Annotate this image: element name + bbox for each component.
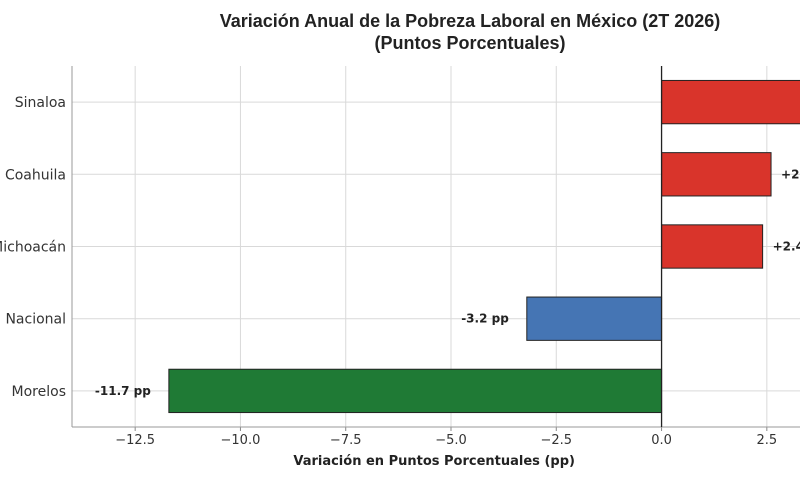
category-label: Michoacán	[0, 240, 66, 256]
bar-morelos	[168, 368, 663, 414]
data-label: +2.6 pp	[781, 167, 800, 181]
axes: −12.5 −10.0 −7.5 −5.0 −2.5 0.0 2.5 Sinaloa Coahu…	[0, 66, 800, 448]
x-tick-label: 0.0	[651, 433, 672, 448]
data-labels: +3.7 pp+2.6 pp+2.4 pp-3.2 pp-11.7 pp	[95, 167, 800, 398]
bar-nacional	[526, 296, 663, 341]
chart-title-line1: Variación Anual de la Pobreza Laboral en…	[219, 11, 721, 31]
x-tick-label: −12.5	[115, 433, 155, 448]
category-label: Morelos	[12, 384, 66, 400]
data-label: -3.2 pp	[461, 312, 509, 326]
x-tick-label: −7.5	[330, 433, 362, 448]
chart-title-line2: (Puntos Porcentuales)	[374, 33, 566, 53]
x-tick-label: −2.5	[540, 433, 572, 448]
bars	[168, 79, 800, 414]
bar-michoacán	[661, 224, 764, 269]
data-label: +2.4 pp	[773, 240, 800, 254]
category-label: Coahuila	[5, 167, 66, 183]
x-tick-label: −10.0	[221, 433, 261, 448]
category-label: Sinaloa	[15, 95, 66, 111]
x-axis-title: Variación en Puntos Porcentuales (pp)	[293, 454, 575, 469]
data-label: -11.7 pp	[95, 384, 151, 398]
bar-sinaloa	[661, 79, 800, 125]
x-tick-label: −5.0	[435, 433, 467, 448]
category-label: Nacional	[5, 312, 66, 328]
bar-coahuila	[661, 152, 772, 197]
chart-title: Variación Anual de la Pobreza Laboral en…	[70, 10, 800, 54]
x-tick-label: 2.5	[756, 433, 777, 448]
